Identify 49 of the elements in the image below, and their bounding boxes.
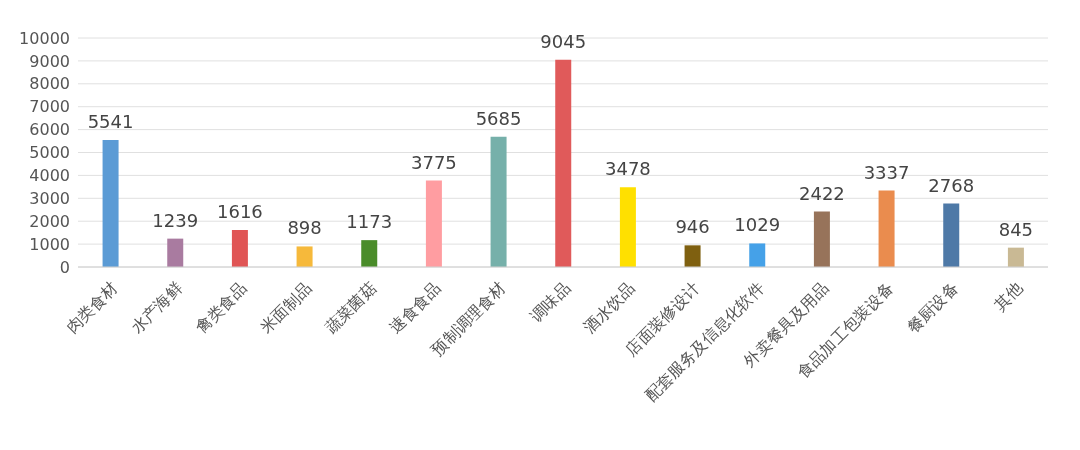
bar <box>361 240 378 267</box>
y-tick-label: 3000 <box>29 188 70 208</box>
data-label: 9045 <box>540 30 587 52</box>
data-label: 946 <box>675 216 710 238</box>
data-label: 5541 <box>87 111 134 133</box>
bar <box>1007 247 1024 267</box>
data-label: 845 <box>998 218 1034 240</box>
data-label: 1616 <box>217 200 263 222</box>
data-label: 1029 <box>734 214 781 236</box>
y-tick-label: 1000 <box>29 234 70 254</box>
data-label: 3337 <box>863 161 910 183</box>
bar <box>555 59 572 267</box>
bar <box>878 190 895 267</box>
y-tick-label: 10000 <box>19 28 70 48</box>
bar <box>619 187 636 267</box>
y-tick-label: 6000 <box>29 120 70 140</box>
x-tick-label: 米面制品 <box>256 278 316 337</box>
x-tick-label: 肉类食材 <box>62 278 122 337</box>
y-tick-label: 4000 <box>29 166 70 186</box>
x-tick-label: 禽类食品 <box>191 278 251 337</box>
data-label: 3478 <box>605 158 651 180</box>
bar <box>296 246 313 267</box>
y-tick-label: 7000 <box>29 97 70 117</box>
bar <box>231 229 248 267</box>
bar <box>425 180 442 267</box>
y-tick-label: 0 <box>59 257 70 277</box>
data-label: 1239 <box>152 209 199 231</box>
data-label: 1173 <box>346 211 393 233</box>
data-label: 2422 <box>799 182 845 204</box>
y-tick-label: 2000 <box>29 211 70 231</box>
bar <box>167 238 184 267</box>
data-label: 898 <box>287 217 322 239</box>
x-tick-label: 餐厨设备 <box>903 278 962 337</box>
x-tick-label: 蔬菜菌菇 <box>321 278 380 337</box>
x-tick-label: 其他 <box>990 278 1027 315</box>
bar <box>102 140 119 267</box>
bar <box>749 243 766 267</box>
bar <box>943 203 960 267</box>
data-label: 5685 <box>475 107 522 129</box>
x-tick-label: 调味品 <box>526 278 574 326</box>
bar <box>813 211 830 267</box>
data-label: 2768 <box>928 174 975 196</box>
data-label: 3775 <box>411 151 457 173</box>
bar <box>490 136 507 267</box>
x-tick-label: 水产海鲜 <box>127 278 186 337</box>
bar <box>684 245 701 267</box>
y-tick-label: 9000 <box>29 51 70 71</box>
y-tick-label: 5000 <box>29 143 70 163</box>
y-tick-label: 8000 <box>29 74 70 94</box>
